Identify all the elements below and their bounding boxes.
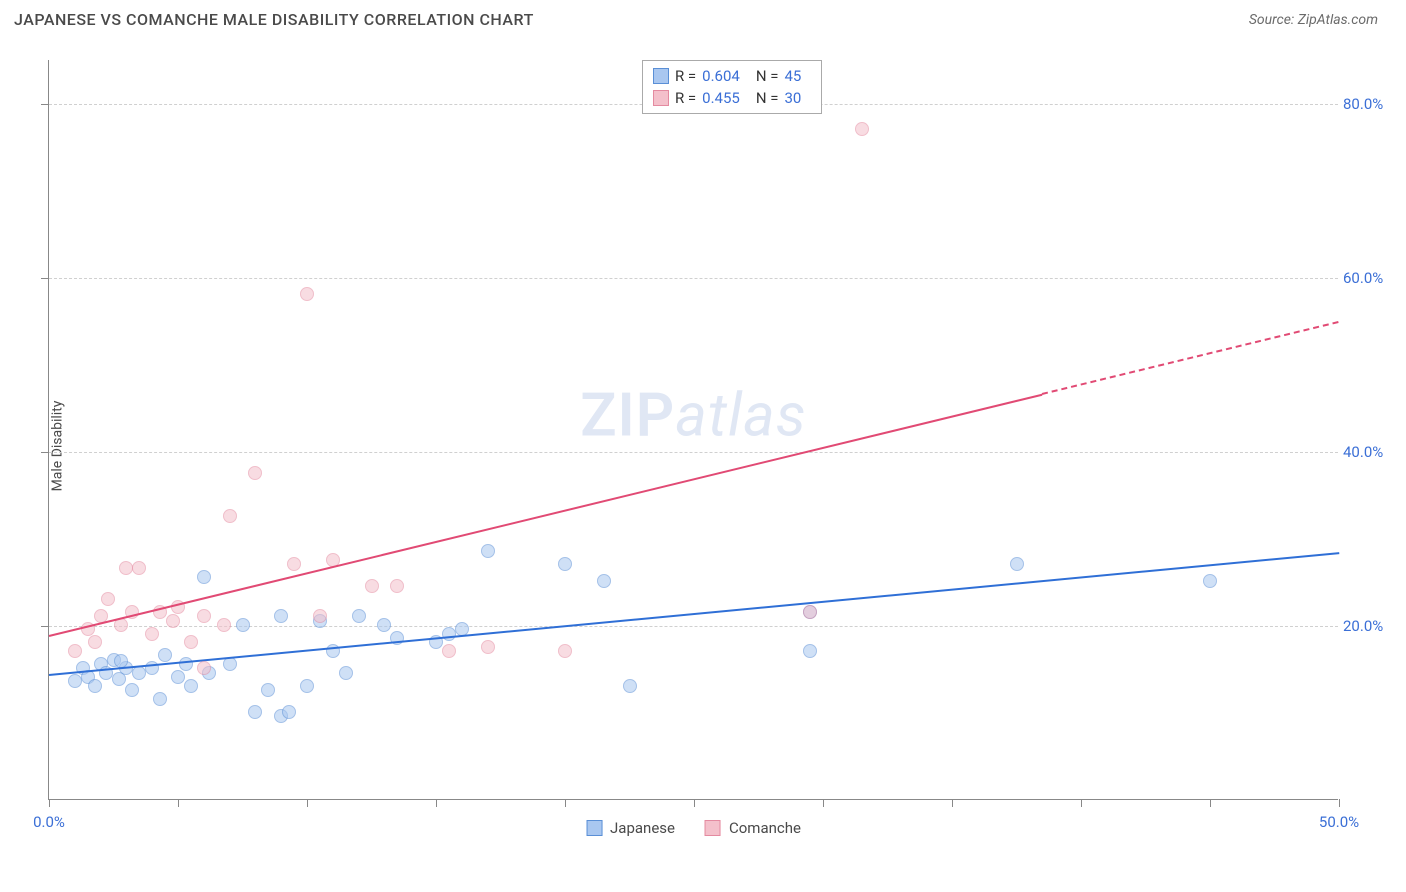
data-point [352, 609, 366, 623]
data-point [558, 557, 572, 571]
x-tick [694, 799, 695, 807]
data-point [282, 705, 296, 719]
data-point [197, 570, 211, 584]
data-point [855, 122, 869, 136]
data-point [300, 287, 314, 301]
data-point [803, 644, 817, 658]
x-tick [436, 799, 437, 807]
legend-item: Japanese [586, 819, 675, 837]
y-tick-label: 20.0% [1343, 617, 1398, 635]
data-point [132, 561, 146, 575]
data-point [171, 670, 185, 684]
data-point [390, 579, 404, 593]
data-point [481, 544, 495, 558]
data-point [481, 640, 495, 654]
data-point [179, 657, 193, 671]
data-point [313, 609, 327, 623]
data-point [1010, 557, 1024, 571]
watermark: ZIPatlas [580, 379, 807, 450]
legend-row: R =0.455N =30 [653, 87, 811, 109]
x-tick-label: 0.0% [33, 813, 65, 831]
data-point [248, 466, 262, 480]
x-tick [49, 799, 50, 807]
data-point [365, 579, 379, 593]
data-point [184, 635, 198, 649]
legend-item: Comanche [705, 819, 801, 837]
x-tick-label: 50.0% [1319, 813, 1359, 831]
data-point [300, 679, 314, 693]
scatter-chart: ZIPatlas R =0.604N =45R =0.455N =30 Japa… [48, 60, 1338, 800]
data-point [287, 557, 301, 571]
data-point [184, 679, 198, 693]
data-point [558, 644, 572, 658]
grid-line [49, 278, 1338, 279]
data-point [803, 605, 817, 619]
data-point [248, 705, 262, 719]
data-point [217, 618, 231, 632]
data-point [377, 618, 391, 632]
data-point [339, 666, 353, 680]
x-tick [952, 799, 953, 807]
data-point [442, 644, 456, 658]
data-point [223, 509, 237, 523]
x-tick [823, 799, 824, 807]
data-point [68, 674, 82, 688]
data-point [158, 648, 172, 662]
y-tick-label: 80.0% [1343, 95, 1398, 113]
x-tick [1210, 799, 1211, 807]
trend-line [49, 393, 1043, 636]
data-point [88, 635, 102, 649]
chart-title: JAPANESE VS COMANCHE MALE DISABILITY COR… [14, 10, 534, 29]
data-point [597, 574, 611, 588]
data-point [125, 683, 139, 697]
data-point [274, 609, 288, 623]
x-tick [307, 799, 308, 807]
data-point [1203, 574, 1217, 588]
x-tick [1081, 799, 1082, 807]
source-attribution: Source: ZipAtlas.com [1249, 12, 1378, 28]
data-point [261, 683, 275, 697]
series-legend: Japanese Comanche [586, 819, 801, 837]
y-tick-label: 60.0% [1343, 269, 1398, 287]
x-tick [565, 799, 566, 807]
data-point [166, 614, 180, 628]
data-point [145, 627, 159, 641]
data-point [68, 644, 82, 658]
legend-row: R =0.604N =45 [653, 65, 811, 87]
x-tick [178, 799, 179, 807]
data-point [197, 661, 211, 675]
data-point [153, 692, 167, 706]
data-point [236, 618, 250, 632]
trend-line [1042, 321, 1339, 395]
y-tick-label: 40.0% [1343, 443, 1398, 461]
data-point [101, 592, 115, 606]
data-point [197, 609, 211, 623]
data-point [623, 679, 637, 693]
grid-line [49, 452, 1338, 453]
data-point [88, 679, 102, 693]
x-tick [1339, 799, 1340, 807]
plot-region: ZIPatlas R =0.604N =45R =0.455N =30 Japa… [48, 60, 1338, 800]
trend-line [49, 552, 1339, 676]
data-point [119, 561, 133, 575]
correlation-legend: R =0.604N =45R =0.455N =30 [642, 60, 822, 114]
